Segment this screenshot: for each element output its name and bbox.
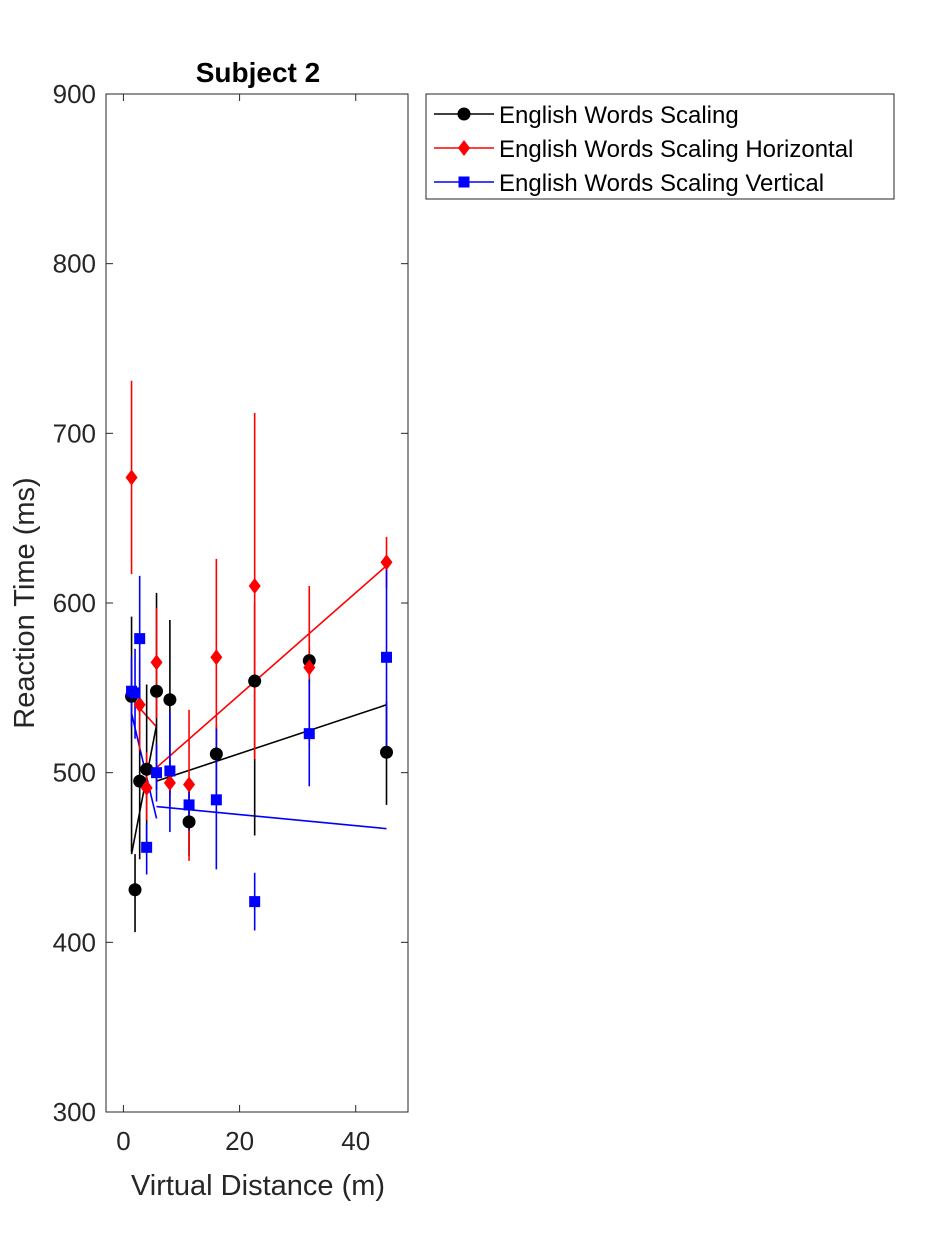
data-point — [380, 554, 393, 571]
fit-line-segment — [139, 707, 158, 728]
data-point — [183, 776, 196, 793]
data-point — [150, 654, 163, 671]
fit-line-segment — [155, 565, 388, 769]
data-point — [133, 696, 146, 713]
data-point — [303, 659, 316, 676]
data-point — [150, 684, 164, 698]
data-point — [381, 651, 393, 663]
y-tick-label: 600 — [53, 588, 96, 618]
legend: English Words Scaling English Words Scali… — [425, 93, 895, 200]
x-tick-label: 0 — [116, 1126, 130, 1156]
x-axis-label: Virtual Distance (m) — [131, 1170, 385, 1202]
data-point — [210, 649, 223, 666]
data-point — [128, 883, 142, 897]
chart-title: Subject 2 — [196, 57, 320, 88]
data-point — [133, 774, 147, 788]
data-point — [140, 762, 154, 776]
data-point — [141, 841, 153, 853]
legend-label: English Words Scaling Horizontal — [499, 136, 853, 163]
y-tick-label: 500 — [53, 758, 96, 788]
y-tick-label: 300 — [53, 1097, 96, 1127]
legend-label: English Words Scaling Vertical — [499, 170, 824, 197]
y-tick-label: 900 — [53, 79, 96, 109]
y-tick-label: 800 — [53, 249, 96, 279]
plot-area — [106, 94, 408, 1112]
data-point — [164, 765, 176, 777]
data-point — [151, 767, 163, 779]
data-point — [380, 745, 394, 759]
data-point — [140, 779, 153, 796]
data-point — [249, 896, 261, 908]
data-point — [134, 633, 146, 645]
x-tick-label: 40 — [341, 1126, 370, 1156]
data-point — [183, 799, 195, 811]
legend-marker — [458, 140, 470, 156]
data-point — [163, 774, 176, 791]
fit-line-segment — [156, 805, 387, 830]
axis-ticks: 300 400 500 600 700 800 900 0 20 40 — [53, 79, 408, 1156]
data-point — [248, 578, 261, 595]
x-tick-label: 20 — [225, 1126, 254, 1156]
y-tick-label: 400 — [53, 927, 96, 957]
legend-marker — [458, 176, 470, 188]
y-tick-label: 700 — [53, 418, 96, 448]
data-point — [210, 794, 222, 806]
data-point — [209, 747, 223, 761]
y-axis-label: Reaction Time (ms) — [9, 477, 41, 728]
data-markers — [125, 469, 394, 908]
data-point — [303, 728, 315, 740]
data-point — [248, 674, 262, 688]
data-point — [163, 693, 177, 707]
fit-line-segment — [156, 704, 387, 782]
data-point — [129, 687, 141, 699]
legend-box — [425, 93, 895, 200]
data-point — [182, 815, 196, 829]
legend-label: English Words Scaling — [499, 102, 739, 129]
data-point — [125, 469, 138, 486]
legend-marker — [457, 107, 471, 121]
